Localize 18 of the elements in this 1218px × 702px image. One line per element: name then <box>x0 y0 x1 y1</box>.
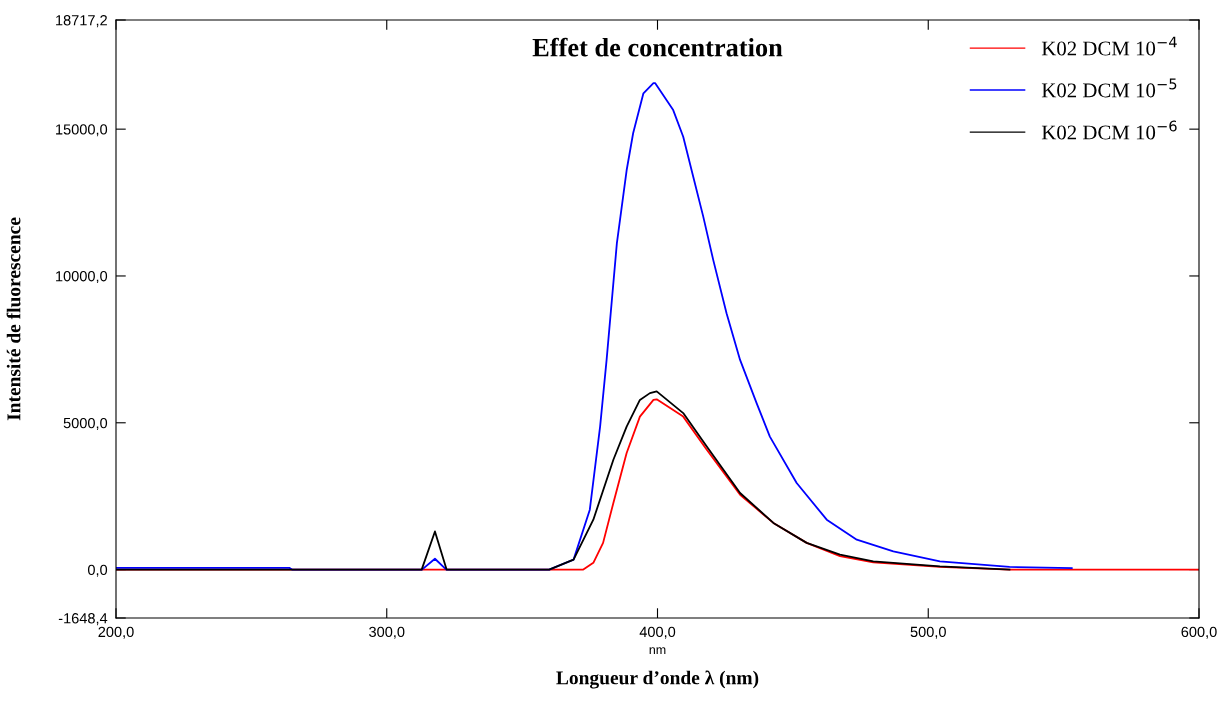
x-tick-label: 600,0 <box>1181 626 1217 639</box>
legend-label: K02 DCM 10$^{−6}$ <box>1041 120 1177 140</box>
y-tick-label: 0,0 <box>87 564 108 577</box>
y-tick-label: 15000,0 <box>56 124 108 137</box>
x-tick-label: 200,0 <box>98 626 134 639</box>
y-axis-title: Intensité de fluorescence <box>6 217 21 421</box>
x-tick-label: 400,0 <box>639 626 676 639</box>
x-axis-title: Longueur d’onde λ (nm) <box>556 670 759 689</box>
legend-label: K02 DCM 10$^{−4}$ <box>1041 36 1177 56</box>
legend-label: K02 DCM 10$^{−5}$ <box>1041 78 1177 98</box>
y-tick-label: 10000,0 <box>56 271 108 284</box>
text: nm <box>649 647 666 654</box>
x-tick-label: 500,0 <box>910 626 946 639</box>
y-tick-label: 18717,2 <box>56 15 107 28</box>
x-tick-label: 300,0 <box>369 626 405 639</box>
y-tick-label: 5000,0 <box>63 417 108 430</box>
text: Effet de concentration <box>532 37 783 57</box>
y-tick-label: -1648,4 <box>58 613 108 626</box>
